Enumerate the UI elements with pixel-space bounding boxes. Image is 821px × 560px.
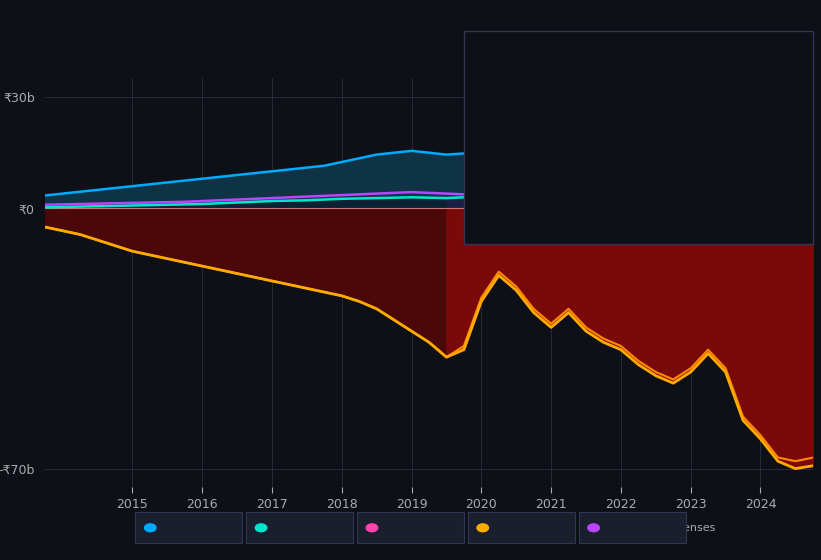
Text: Revenue: Revenue xyxy=(478,83,526,94)
Text: Free Cash Flow: Free Cash Flow xyxy=(382,523,466,533)
Text: -₹69.240b /yr: -₹69.240b /yr xyxy=(639,158,722,168)
Text: Sep 30 2024: Sep 30 2024 xyxy=(478,48,560,61)
Text: Earnings: Earnings xyxy=(271,523,319,533)
Text: Revenue: Revenue xyxy=(160,523,209,533)
Text: profit margin: profit margin xyxy=(687,130,759,140)
Text: 37.9%: 37.9% xyxy=(639,130,677,140)
Text: ₹12.138b /yr: ₹12.138b /yr xyxy=(639,213,718,223)
Text: Cash From Op: Cash From Op xyxy=(478,185,556,195)
Text: ₹10.575b /yr: ₹10.575b /yr xyxy=(639,111,718,121)
Text: Operating Expenses: Operating Expenses xyxy=(478,213,590,223)
Text: Earnings: Earnings xyxy=(478,111,526,121)
Text: ₹27.897b /yr: ₹27.897b /yr xyxy=(639,83,718,94)
Text: Operating Expenses: Operating Expenses xyxy=(603,523,716,533)
Text: Free Cash Flow: Free Cash Flow xyxy=(478,158,562,168)
Text: -₹67.049b /yr: -₹67.049b /yr xyxy=(639,185,722,195)
Text: Cash From Op: Cash From Op xyxy=(493,523,571,533)
